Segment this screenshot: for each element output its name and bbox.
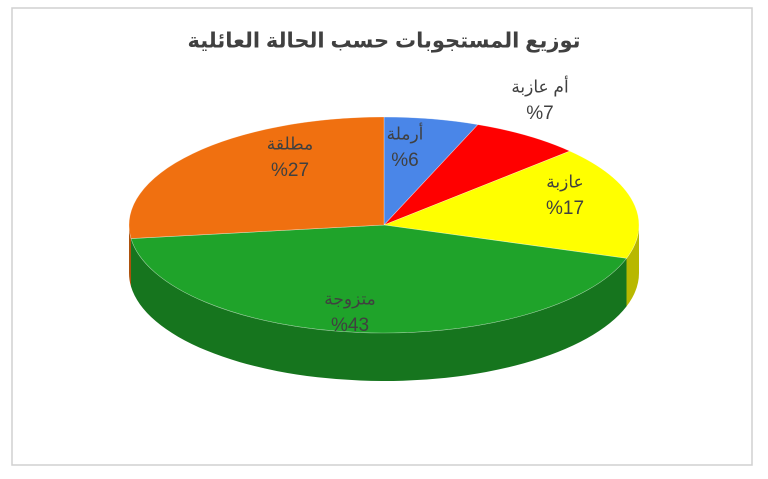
slice-label: أرملة bbox=[387, 122, 424, 143]
value-label: %27 bbox=[271, 160, 309, 181]
pie-slice bbox=[128, 116, 385, 239]
slice-label: مطلقة bbox=[267, 134, 313, 153]
slice-label: أم عازبة bbox=[511, 75, 568, 96]
pie-slice bbox=[130, 224, 628, 334]
slice-label: متزوجة bbox=[324, 289, 375, 308]
pie-side bbox=[131, 238, 627, 382]
slice-label: عازبة bbox=[546, 172, 583, 191]
pie-side bbox=[626, 225, 639, 307]
value-label: %7 bbox=[526, 103, 553, 124]
chart-title: توزيع المستجوبات حسب الحالة العائلية bbox=[187, 30, 580, 53]
pie-slice bbox=[383, 124, 571, 226]
pie-tops bbox=[128, 116, 640, 334]
value-label: %6 bbox=[391, 150, 418, 171]
value-label: %43 bbox=[331, 315, 369, 336]
value-label: %17 bbox=[546, 198, 584, 219]
pie-sides bbox=[129, 225, 639, 382]
pie-slice bbox=[382, 150, 640, 259]
labels: أرملة %6 أم عازبة %7 عازبة %17 متزوجة %43 مطلقة%… bbox=[267, 75, 584, 336]
pie-side bbox=[129, 225, 132, 287]
